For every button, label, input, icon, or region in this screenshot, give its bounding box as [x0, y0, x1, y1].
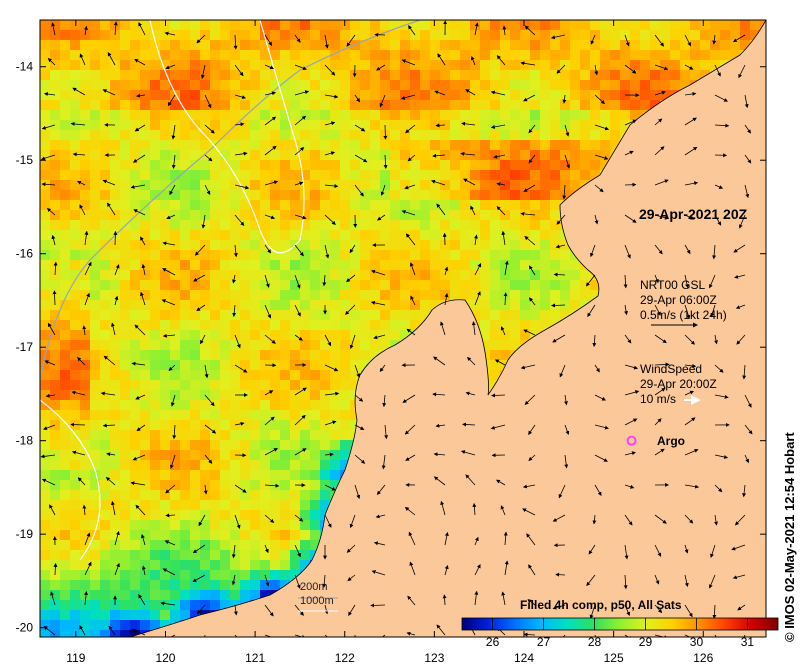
colorbar-title: Filled 4h comp, p50, All Sats [520, 598, 682, 612]
depth-200m-label: 200m [300, 581, 328, 593]
y-tick-label: -19 [16, 527, 34, 541]
argo-marker [626, 435, 637, 446]
current-vectors [40, 20, 753, 637]
y-tick-label: -14 [16, 60, 34, 74]
gsl-title: NRT00 GSL [640, 278, 706, 292]
y-tick-label: -17 [16, 340, 34, 354]
gsl-time: 29-Apr 06:00Z [640, 293, 717, 307]
colorbar: 26 27 28 29 30 31 [461, 617, 779, 649]
colorbar-tick-label: 29 [639, 635, 653, 649]
colorbar-tick-label: 30 [690, 635, 704, 649]
colorbar-tick-label: 27 [537, 635, 551, 649]
colorbar-tick-label: 28 [588, 635, 602, 649]
x-tick-label: 123 [424, 651, 444, 665]
colorbar-ticks: 26 27 28 29 30 31 [486, 618, 755, 649]
wind-time: 29-Apr 20:00Z [640, 377, 717, 391]
map-frame [39, 19, 767, 638]
bathymetry-contours [40, 20, 421, 637]
y-tick-label: -15 [16, 153, 34, 167]
x-tick-label: 122 [335, 651, 355, 665]
credit-label: © IMOS 02-May-2021 12:54 Hobart [782, 432, 797, 642]
x-tick-label: 126 [693, 651, 713, 665]
contour-200m [40, 20, 421, 637]
depth-1000m-label: 1000m [300, 595, 334, 607]
axis-ticks: 119 120 121 122 123 124 125 126 -14 -15 -16 -17 -18 -… [16, 20, 766, 665]
x-tick-label: 125 [604, 651, 624, 665]
date-label: 29-Apr-2021 20Z [639, 206, 748, 222]
x-tick-label: 121 [245, 651, 265, 665]
depth-legend: 200m 1000m [300, 580, 334, 608]
colorbar-tick-label: 26 [486, 635, 500, 649]
argo-label: Argo [657, 434, 685, 448]
gsl-legend: NRT00 GSL 29-Apr 06:00Z 0.5m/s (1kt 24h) [640, 278, 727, 323]
y-tick-label: -20 [16, 621, 34, 635]
x-tick-label: 119 [66, 651, 85, 665]
colorbar-tick-label: 31 [741, 635, 755, 649]
y-tick-label: -16 [16, 247, 34, 261]
wind-title: WindSpeed [640, 362, 703, 376]
colorbar-scale [461, 617, 779, 631]
wind-legend: WindSpeed 29-Apr 20:00Z 10 m/s [640, 362, 717, 407]
y-tick-label: -18 [16, 434, 34, 448]
contour-1000m-west [40, 399, 101, 561]
x-tick-label: 120 [155, 651, 175, 665]
gsl-scale-label: 0.5m/s (1kt 24h) [640, 308, 727, 322]
contour-1000m [149, 20, 305, 254]
x-tick-label: 124 [514, 651, 534, 665]
land-mass [129, 20, 766, 637]
wind-scale-label: 10 m/s [640, 392, 677, 406]
